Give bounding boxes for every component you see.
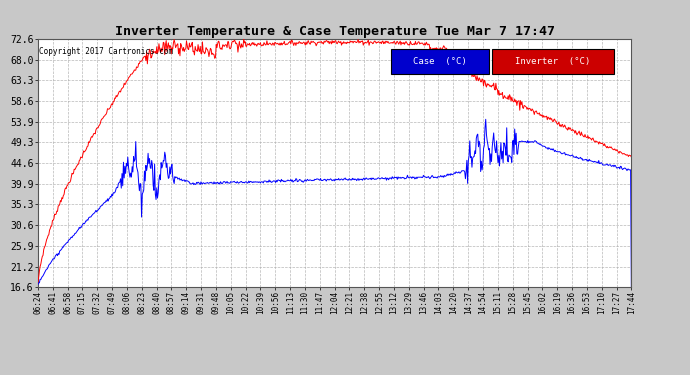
FancyBboxPatch shape — [391, 49, 489, 74]
Title: Inverter Temperature & Case Temperature Tue Mar 7 17:47: Inverter Temperature & Case Temperature … — [115, 25, 555, 38]
Text: Inverter  (°C): Inverter (°C) — [515, 57, 591, 66]
Text: Copyright 2017 Cartronics.com: Copyright 2017 Cartronics.com — [39, 47, 172, 56]
FancyBboxPatch shape — [492, 49, 613, 74]
Text: Case  (°C): Case (°C) — [413, 57, 467, 66]
